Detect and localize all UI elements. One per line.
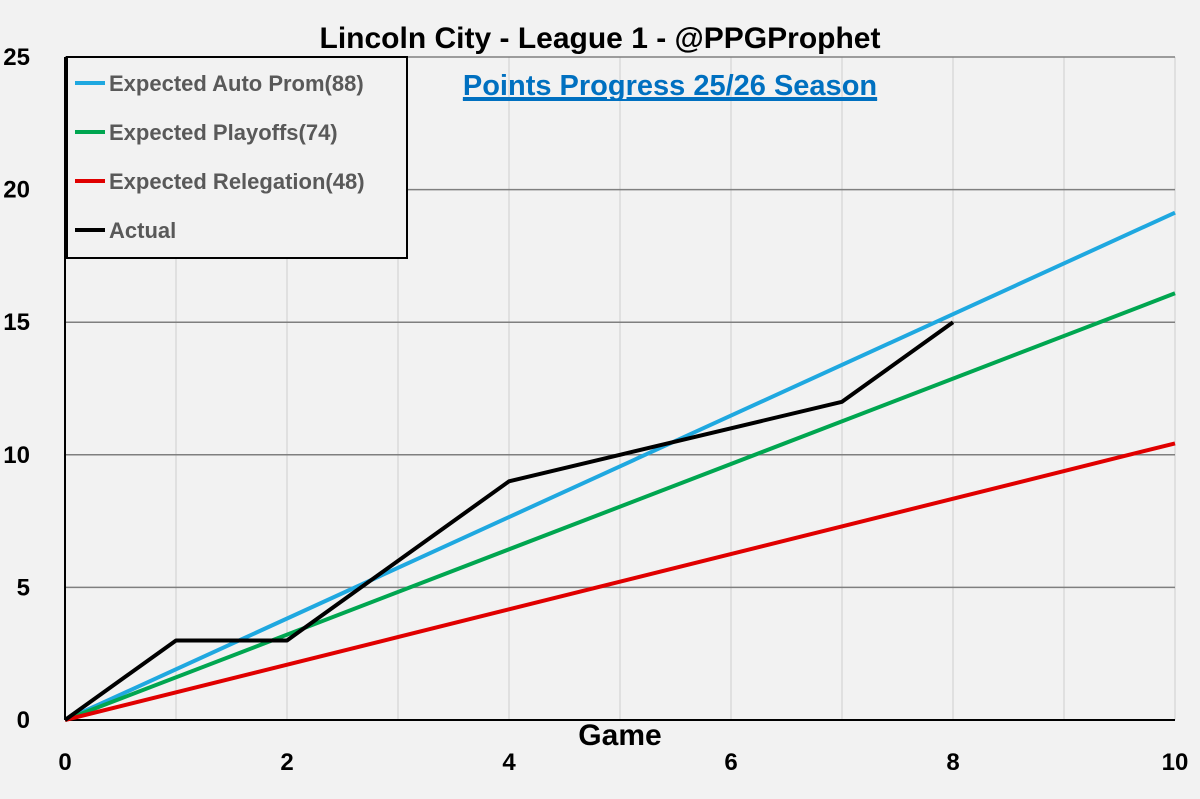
chart-title: Lincoln City - League 1 - @PPGProphet [320, 22, 881, 55]
series-line-expected-playoffs-74 [64, 291, 1176, 722]
y-tick-label: 20 [3, 177, 30, 204]
x-tick-label: 6 [724, 749, 737, 776]
legend-label: Actual [109, 218, 176, 243]
legend-label: Expected Relegation(48) [109, 169, 365, 194]
y-tick-label: 0 [17, 707, 30, 734]
tick-labels: 0 5 10 15 20 25 0 2 4 6 8 10 [3, 44, 1188, 776]
x-tick-label: 8 [946, 749, 959, 776]
chart-subtitle: Points Progress 25/26 Season [463, 70, 877, 102]
grid [64, 56, 1176, 721]
legend-box [66, 56, 408, 259]
series-line-actual [63, 320, 955, 722]
y-tick-label: 25 [3, 44, 30, 71]
x-tick-label: 4 [502, 749, 516, 776]
x-tick-label: 0 [58, 749, 71, 776]
series-lines [63, 210, 1176, 722]
y-tick-label: 5 [17, 574, 30, 601]
x-axis-label: Game [578, 719, 661, 752]
legend-label: Expected Auto Prom(88) [109, 71, 364, 96]
y-tick-label: 15 [3, 309, 30, 336]
x-tick-label: 10 [1162, 749, 1189, 776]
x-tick-label: 2 [280, 749, 293, 776]
legend: Expected Auto Prom(88) Expected Playoffs(… [66, 56, 408, 259]
y-tick-label: 10 [3, 442, 30, 469]
legend-label: Expected Playoffs(74) [109, 120, 338, 145]
series-line-expected-auto-prom-88 [64, 210, 1176, 722]
series-line-expected-relegation-48 [64, 441, 1176, 722]
